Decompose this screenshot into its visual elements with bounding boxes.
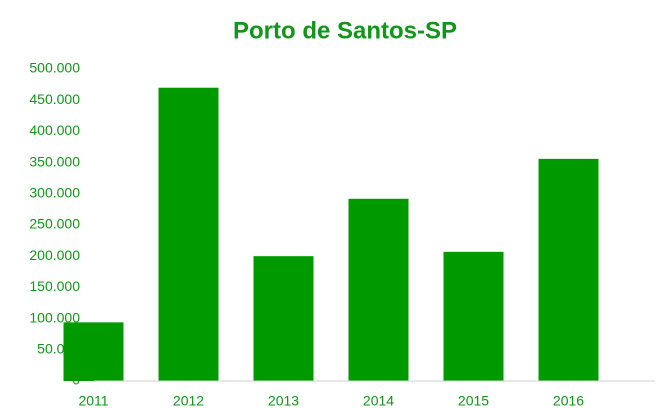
y-tick-label: 500.000 — [29, 60, 80, 76]
y-tick-label: 450.000 — [29, 91, 80, 107]
x-tick-label: 2011 — [78, 393, 108, 408]
x-tick-label: 2016 — [553, 393, 584, 408]
bar — [253, 256, 314, 381]
y-tick-label: 150.000 — [29, 278, 80, 294]
x-tick-label: 2013 — [268, 393, 299, 408]
x-tick-label: 2015 — [458, 393, 489, 408]
y-tick-label: 400.000 — [29, 122, 80, 138]
bar — [538, 158, 599, 381]
y-tick-label: 250.000 — [29, 216, 80, 232]
y-tick-label: 350.000 — [29, 153, 80, 169]
x-tick-label: 2012 — [173, 393, 204, 408]
y-tick-label: 100.000 — [29, 309, 80, 325]
bar — [443, 251, 504, 381]
chart-title: Porto de Santos-SP — [233, 17, 457, 44]
bar — [63, 322, 124, 381]
bar — [158, 87, 219, 381]
bar — [348, 198, 409, 381]
x-tick-label: 2014 — [363, 393, 394, 408]
y-tick-label: 300.000 — [29, 185, 80, 201]
y-tick-label: 200.000 — [29, 247, 80, 263]
